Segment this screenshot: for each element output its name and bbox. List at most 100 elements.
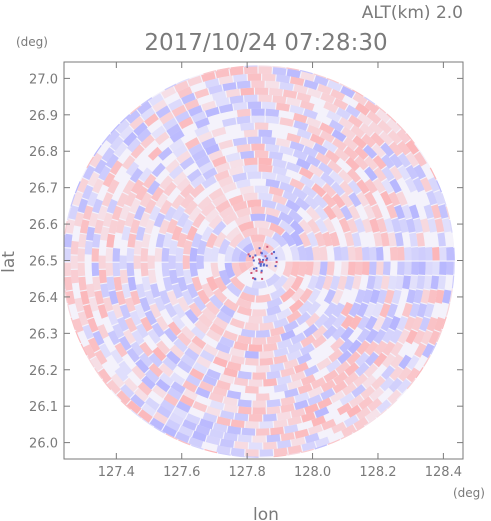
radar-cell xyxy=(127,233,137,248)
radar-cell xyxy=(446,261,454,275)
radar-cell xyxy=(390,354,404,369)
radar-cell xyxy=(205,435,221,446)
radar-center-speckle xyxy=(258,247,261,250)
radar-cell xyxy=(214,169,230,182)
radar-cell xyxy=(354,261,363,276)
radar-center-speckle xyxy=(254,254,257,257)
radar-cell xyxy=(258,157,273,166)
radar-cell xyxy=(208,149,224,162)
radar-cell xyxy=(121,226,131,241)
radar-cell xyxy=(362,374,377,389)
radar-cell xyxy=(265,80,280,89)
radar-cell xyxy=(180,183,195,199)
radar-cell xyxy=(151,125,166,139)
radar-cell xyxy=(413,329,426,345)
radar-cell xyxy=(237,399,252,408)
radar-cell xyxy=(340,205,353,221)
radar-cell xyxy=(350,124,365,139)
radar-cell xyxy=(110,373,125,388)
radar-cell xyxy=(201,100,217,112)
radar-cell xyxy=(247,136,262,145)
radar-cell xyxy=(230,355,245,365)
radar-cell xyxy=(398,218,409,233)
radar-cell xyxy=(81,184,94,200)
radar-cell xyxy=(74,297,85,312)
radar-cell xyxy=(72,318,84,333)
radar-cell xyxy=(98,269,107,284)
radar-cell xyxy=(290,76,305,86)
radar-cell xyxy=(141,233,151,248)
radar-cell xyxy=(361,261,370,276)
radar-cell xyxy=(291,436,306,447)
radar-cell xyxy=(215,342,231,354)
radar-cell xyxy=(256,393,270,401)
radar-cell xyxy=(215,97,230,107)
radar-cell xyxy=(247,171,262,180)
radar-cell xyxy=(397,378,412,394)
radar-cell xyxy=(363,204,376,220)
radar-cell xyxy=(356,340,371,355)
radar-cell xyxy=(218,269,232,286)
radar-cell xyxy=(91,248,100,262)
radar-cell xyxy=(214,276,228,293)
radar-cell xyxy=(114,342,128,358)
radar-cell xyxy=(351,384,366,398)
radar-cell xyxy=(153,411,169,425)
radar-cell xyxy=(251,280,267,289)
radar-cell xyxy=(418,261,426,275)
radar-cell xyxy=(290,407,306,418)
radar-cell xyxy=(356,302,369,318)
radar-cell xyxy=(368,121,384,136)
radar-cell xyxy=(437,232,446,247)
radar-cell xyxy=(166,123,182,137)
radar-cell xyxy=(337,275,348,291)
radar-cell xyxy=(397,165,411,181)
x-tick-label: 127.8 xyxy=(229,465,266,480)
radar-cell xyxy=(273,275,288,291)
radar-cell xyxy=(100,283,110,298)
radar-cell xyxy=(380,142,395,157)
radar-cell xyxy=(209,399,225,411)
radar-cell xyxy=(197,131,213,143)
radar-cell xyxy=(141,375,156,390)
radar-cell xyxy=(381,154,395,169)
radar-cell xyxy=(142,173,157,189)
radar-cell xyxy=(432,261,440,275)
radar-cell xyxy=(92,330,105,346)
radar-cell xyxy=(418,247,426,261)
radar-cell xyxy=(414,342,427,358)
radar-cell xyxy=(304,195,320,210)
radar-cell xyxy=(98,165,111,181)
radar-cell xyxy=(365,408,381,422)
radar-cell xyxy=(272,194,288,206)
radar-cell xyxy=(252,309,267,317)
radar-cell xyxy=(70,269,79,284)
radar-cell xyxy=(315,152,331,166)
radar-center-speckle xyxy=(252,277,255,280)
radar-cell xyxy=(314,231,326,247)
radar-cell xyxy=(140,316,153,332)
radar-cell xyxy=(307,87,322,99)
radar-cell xyxy=(212,356,228,368)
radar-cell xyxy=(212,386,228,397)
radar-cell xyxy=(345,104,361,118)
radar-cell xyxy=(265,178,281,189)
radar-cell xyxy=(438,204,449,219)
radar-cell xyxy=(290,261,300,277)
radar-cell xyxy=(181,218,194,235)
radar-cell xyxy=(357,315,370,331)
radar-cell xyxy=(248,414,263,422)
radar-cell xyxy=(279,181,295,194)
radar-cell xyxy=(420,330,433,345)
radar-cell xyxy=(330,337,345,352)
radar-cell xyxy=(245,421,259,429)
radar-cell xyxy=(364,191,377,207)
radar-cell xyxy=(321,418,337,431)
radar-cell xyxy=(329,275,341,291)
radar-cell xyxy=(103,297,114,312)
radar-cell xyxy=(133,122,148,137)
radar-cell xyxy=(280,367,296,378)
radar-cell xyxy=(333,98,349,111)
radar-cell xyxy=(64,262,72,277)
radar-cell xyxy=(254,220,270,229)
